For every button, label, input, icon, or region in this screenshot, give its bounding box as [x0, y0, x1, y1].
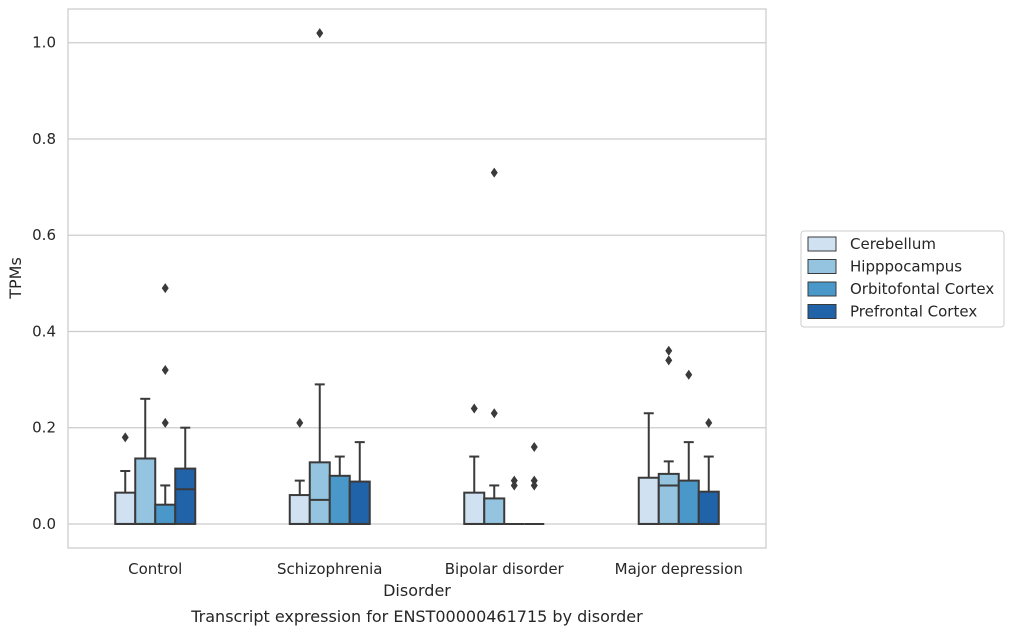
box: [154, 503, 177, 525]
outlier-point: [510, 475, 518, 486]
box: [463, 491, 486, 525]
legend-frame: [800, 230, 1005, 328]
outlier-point: [296, 417, 304, 428]
box: [657, 472, 680, 525]
legend-swatch: [807, 236, 837, 252]
y-tick-label: 0.0: [32, 515, 56, 533]
outlier-point: [161, 417, 169, 428]
box: [174, 467, 197, 525]
grid-lines: [68, 42, 766, 525]
y-tick-label: 1.0: [32, 34, 56, 52]
box: [637, 476, 660, 525]
box: [134, 457, 157, 525]
box: [308, 461, 331, 525]
box-marks: [114, 28, 720, 525]
legend: Cerebellum Hipppocampus Orbitofontal Corte…: [800, 230, 1005, 328]
y-tick-label: 0.2: [32, 419, 56, 437]
legend-swatch: [807, 304, 837, 319]
legend-swatch: [807, 281, 837, 297]
x-tick-label: Bipolar disorder: [445, 560, 565, 578]
x-tick-label: Control: [128, 560, 182, 578]
outlier-point: [490, 408, 498, 419]
outlier-point: [530, 441, 538, 452]
legend-label: Prefrontal Cortex: [850, 303, 977, 321]
box: [483, 497, 506, 525]
outlier-point: [490, 167, 498, 178]
box: [677, 479, 700, 525]
box: [348, 480, 371, 525]
x-tick-labels: Control Schizophrenia Bipolar disorder Majo…: [128, 560, 743, 578]
chart-caption: Transcript expression for ENST0000046171…: [190, 607, 643, 626]
box: [328, 474, 351, 525]
y-tick-label: 0.8: [32, 130, 56, 148]
outlier-point: [665, 345, 673, 356]
y-tick-labels: 0.0 0.2 0.4 0.6 0.8 1.0: [32, 34, 56, 533]
outlier-point: [470, 403, 478, 414]
legend-label: Hipppocampus: [850, 258, 962, 276]
outlier-point: [121, 432, 129, 443]
outlier-point: [705, 417, 713, 428]
x-tick-label: Schizophrenia: [277, 560, 382, 578]
legend-swatch: [807, 259, 837, 274]
y-axis-label: TPMs: [6, 257, 25, 300]
y-tick-label: 0.6: [32, 226, 56, 244]
legend-label: Cerebellum: [850, 235, 936, 253]
outlier-point: [530, 475, 538, 486]
legend-label: Orbitofontal Cortex: [850, 280, 994, 298]
box: [697, 490, 720, 525]
outlier-point: [685, 369, 693, 380]
outlier-point: [161, 364, 169, 375]
x-axis-label: Disorder: [383, 581, 451, 600]
box: [288, 494, 311, 525]
outlier-point: [161, 283, 169, 294]
outlier-point: [316, 28, 324, 39]
x-tick-label: Major depression: [615, 560, 743, 578]
outlier-point: [665, 355, 673, 366]
plot-area-frame: [67, 8, 767, 549]
box: [114, 491, 137, 525]
y-tick-label: 0.4: [32, 322, 56, 340]
